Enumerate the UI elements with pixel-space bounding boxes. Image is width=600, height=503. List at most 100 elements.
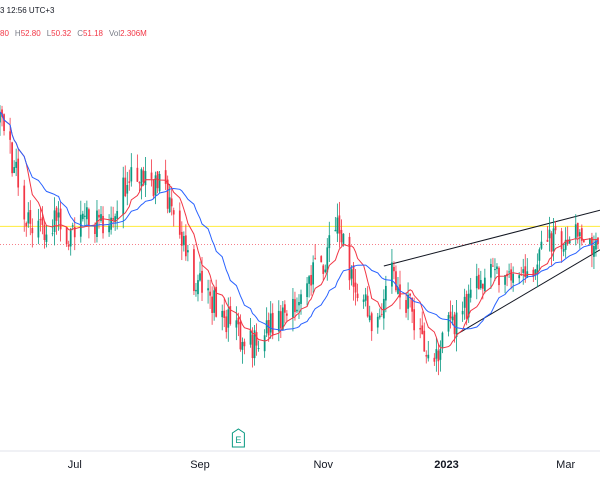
candle[interactable] [225, 309, 228, 339]
candle[interactable] [13, 160, 16, 174]
candle[interactable] [65, 227, 68, 247]
candle[interactable] [366, 286, 369, 318]
candle[interactable] [338, 201, 341, 248]
candle[interactable] [336, 203, 339, 243]
lower-trendline[interactable] [456, 249, 600, 335]
candle[interactable] [154, 171, 157, 205]
candle[interactable] [59, 201, 62, 242]
candle[interactable] [506, 270, 508, 287]
candle[interactable] [441, 331, 444, 354]
candle[interactable] [279, 305, 282, 339]
candle[interactable] [479, 270, 482, 290]
candle[interactable] [405, 292, 407, 318]
candle[interactable] [39, 207, 42, 232]
candle[interactable] [576, 222, 579, 244]
candle[interactable] [350, 265, 353, 286]
candle[interactable] [263, 329, 266, 358]
candle[interactable] [235, 306, 238, 341]
candle[interactable] [25, 221, 28, 237]
candle[interactable] [504, 274, 506, 294]
candle[interactable] [9, 117, 11, 154]
candle[interactable] [138, 181, 141, 192]
candle[interactable] [0, 105, 1, 136]
candle[interactable] [227, 297, 230, 342]
candle[interactable] [67, 240, 70, 251]
candle[interactable] [554, 220, 557, 235]
candle[interactable] [1, 105, 3, 127]
candle[interactable] [354, 268, 357, 306]
candle[interactable] [475, 263, 478, 300]
candle[interactable] [461, 301, 464, 322]
candle[interactable] [393, 261, 395, 280]
candle[interactable] [378, 308, 381, 320]
candle[interactable] [411, 296, 413, 324]
candle[interactable] [508, 263, 510, 278]
upper-trendline[interactable] [383, 209, 600, 267]
candle[interactable] [122, 166, 125, 229]
candle[interactable] [249, 317, 252, 348]
candle[interactable] [419, 318, 422, 339]
candle[interactable] [348, 232, 351, 290]
candle[interactable] [27, 202, 30, 228]
candle[interactable] [241, 337, 244, 364]
candle[interactable] [184, 224, 187, 261]
candle[interactable] [182, 231, 185, 252]
candle[interactable] [79, 200, 82, 243]
candle[interactable] [223, 298, 226, 328]
candle[interactable] [98, 209, 100, 229]
candle[interactable] [397, 277, 399, 295]
candle[interactable] [490, 258, 492, 289]
candle[interactable] [187, 244, 189, 262]
candle[interactable] [593, 235, 595, 269]
candle[interactable] [243, 338, 246, 355]
candle[interactable] [312, 255, 315, 293]
candle[interactable] [512, 266, 515, 292]
candle[interactable] [455, 299, 458, 352]
candle[interactable] [510, 262, 512, 290]
candle[interactable] [407, 282, 409, 321]
candle[interactable] [447, 312, 450, 337]
candle[interactable] [413, 297, 416, 340]
candle[interactable] [300, 289, 302, 315]
candle[interactable] [370, 311, 373, 341]
candle[interactable] [395, 265, 397, 293]
candle[interactable] [562, 243, 565, 257]
candle[interactable] [207, 279, 209, 304]
candle[interactable] [166, 175, 169, 214]
candle[interactable] [326, 238, 329, 281]
candle[interactable] [538, 247, 541, 271]
candle[interactable] [294, 291, 296, 321]
candle[interactable] [483, 268, 486, 294]
candle[interactable] [281, 300, 284, 331]
candle[interactable] [423, 322, 426, 352]
candle[interactable] [324, 264, 327, 274]
candle[interactable] [364, 287, 367, 307]
candle[interactable] [283, 300, 286, 324]
candle[interactable] [164, 159, 167, 190]
candle[interactable] [439, 340, 442, 372]
candle[interactable] [435, 337, 438, 372]
candle[interactable] [126, 171, 129, 206]
candle[interactable] [180, 221, 183, 261]
candle[interactable] [88, 207, 90, 239]
candle[interactable] [37, 208, 40, 245]
candle[interactable] [580, 224, 583, 246]
candle[interactable] [31, 218, 34, 248]
candle[interactable] [81, 210, 84, 222]
candle[interactable] [296, 297, 298, 314]
candle[interactable] [496, 263, 498, 274]
earnings-event-marker[interactable]: E [231, 428, 245, 448]
candle[interactable] [425, 350, 428, 364]
candle[interactable] [298, 294, 300, 319]
candle[interactable] [213, 285, 216, 321]
candle[interactable] [197, 274, 199, 302]
candle[interactable] [306, 277, 308, 306]
candle[interactable] [221, 304, 224, 331]
candle[interactable] [453, 311, 456, 343]
candle[interactable] [356, 283, 359, 302]
candle[interactable] [51, 219, 54, 237]
candle[interactable] [57, 201, 60, 231]
candle[interactable] [193, 244, 195, 296]
candle[interactable] [41, 206, 44, 235]
